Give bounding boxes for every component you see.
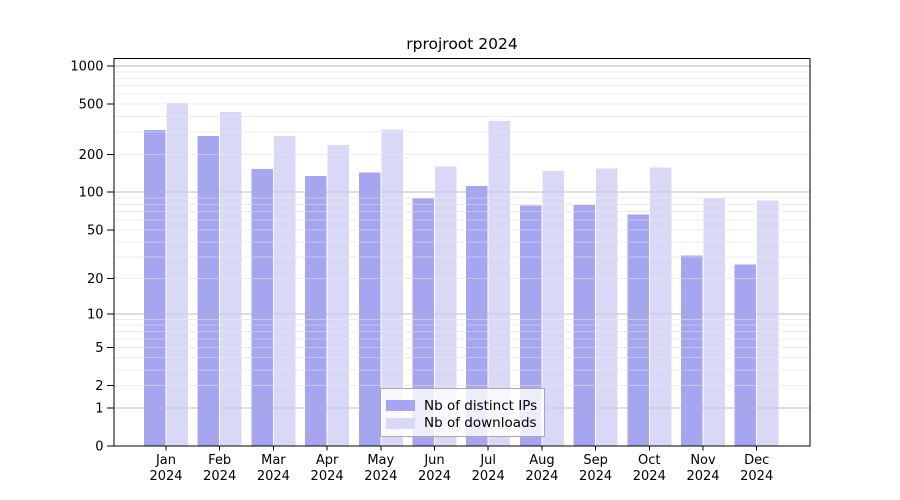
bar-feb-downloads <box>220 111 242 446</box>
bar-jun-downloads <box>435 166 457 446</box>
y-tick-label: 500 <box>79 98 104 113</box>
y-tick-label: 5 <box>95 341 103 356</box>
x-tick-label-year: 2024 <box>418 469 451 484</box>
x-tick-label-year: 2024 <box>579 469 612 484</box>
x-tick-label-month: May <box>367 453 394 468</box>
bar-mar-distinct-ips <box>251 168 273 446</box>
gridlines-over <box>114 65 810 409</box>
x-tick-label-year: 2024 <box>149 469 182 484</box>
legend-label-downloads: Nb of downloads <box>424 415 537 432</box>
bar-feb-distinct-ips <box>197 135 220 447</box>
bar-jan-downloads <box>166 103 188 446</box>
legend-item-downloads: Nb of downloads <box>386 415 544 433</box>
x-tick-label-year: 2024 <box>364 469 397 484</box>
y-tick-label: 200 <box>79 148 104 163</box>
y-tick-label: 0 <box>95 440 103 455</box>
x-tick-label-year: 2024 <box>257 469 290 484</box>
bar-may-downloads <box>381 129 403 446</box>
legend-swatch-downloads-icon <box>386 417 415 429</box>
x-tick-label-year: 2024 <box>311 469 344 484</box>
bars <box>144 103 779 447</box>
x-tick-label-month: Dec <box>744 453 769 468</box>
y-axis: 0 1 2 5 10 20 50 100 200 500 1000 <box>70 60 114 455</box>
bar-jan-distinct-ips <box>144 129 166 446</box>
bar-oct-downloads <box>649 167 672 446</box>
plot-frame <box>113 58 811 447</box>
bar-sep-distinct-ips <box>573 204 596 446</box>
bar-dec-distinct-ips <box>734 264 757 446</box>
x-tick-label-year: 2024 <box>525 469 558 484</box>
bar-dec-downloads <box>757 200 779 446</box>
y-tick-label: 2 <box>95 379 103 394</box>
legend-swatch-distinct-ips-icon <box>386 400 415 412</box>
y-tick-label: 1000 <box>70 60 103 75</box>
x-axis: Jan2024Feb2024Mar2024Apr2024May2024Jun20… <box>149 446 773 484</box>
x-tick-label-year: 2024 <box>740 469 773 484</box>
y-tick-label: 10 <box>87 308 104 323</box>
y-tick-label: 20 <box>87 272 104 287</box>
y-tick-label: 1 <box>95 401 103 416</box>
legend: Nb of distinct IPs Nb of downloads <box>380 388 545 437</box>
x-tick-label-month: Apr <box>316 453 339 468</box>
legend-item-distinct-ips: Nb of distinct IPs <box>386 397 544 415</box>
bar-oct-distinct-ips <box>627 214 649 446</box>
bar-apr-downloads <box>327 145 350 447</box>
x-tick-label-year: 2024 <box>203 469 236 484</box>
bar-apr-distinct-ips <box>305 175 327 446</box>
bar-may-distinct-ips <box>358 172 381 446</box>
bar-jul-downloads <box>488 120 511 446</box>
x-tick-label-year: 2024 <box>472 469 505 484</box>
bar-jul-distinct-ips <box>466 185 488 446</box>
x-tick-label-year: 2024 <box>686 469 719 484</box>
y-tick-label: 50 <box>87 223 104 238</box>
x-tick-label-month: Mar <box>261 453 286 468</box>
bar-aug-downloads <box>542 170 564 446</box>
bar-nov-distinct-ips <box>681 255 703 446</box>
bar-sep-downloads <box>596 168 618 446</box>
x-tick-label-month: Feb <box>208 453 231 468</box>
bar-aug-distinct-ips <box>519 205 542 446</box>
x-tick-label-month: Jun <box>423 453 444 468</box>
chart-title: rprojroot 2024 <box>406 35 518 53</box>
x-tick-label-month: Nov <box>690 453 716 468</box>
x-tick-label-year: 2024 <box>633 469 666 484</box>
bar-mar-downloads <box>273 136 296 446</box>
legend-label-distinct-ips: Nb of distinct IPs <box>424 397 538 414</box>
x-tick-label-month: Jul <box>479 453 496 468</box>
x-tick-label-month: Sep <box>583 453 608 468</box>
bar-nov-downloads <box>703 197 725 446</box>
x-tick-label-month: Jan <box>155 453 176 468</box>
y-tick-label: 100 <box>79 186 104 201</box>
bar-jun-distinct-ips <box>412 198 434 446</box>
x-tick-label-month: Aug <box>529 453 554 468</box>
x-tick-label-month: Oct <box>638 453 660 468</box>
